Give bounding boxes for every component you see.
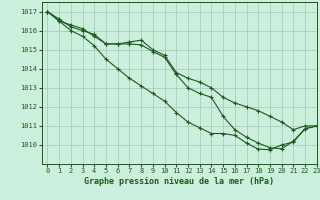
X-axis label: Graphe pression niveau de la mer (hPa): Graphe pression niveau de la mer (hPa) [84,177,274,186]
